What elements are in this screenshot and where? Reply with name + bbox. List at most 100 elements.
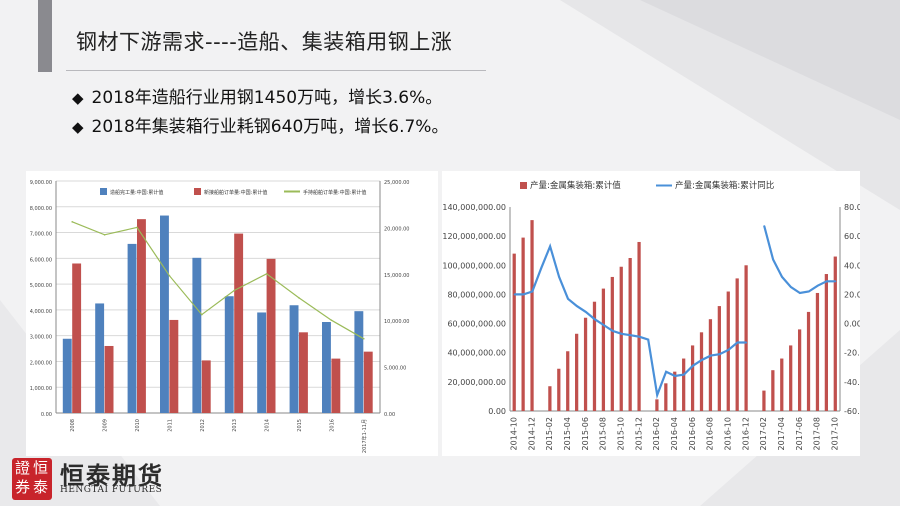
y-tick-label: 100,000,000.00 — [442, 261, 506, 270]
x-tick-label: 2014-12 — [527, 417, 536, 450]
x-tick-label: 2009 — [103, 419, 109, 432]
line-point — [674, 375, 676, 377]
line-point — [363, 337, 365, 340]
line-point — [665, 370, 667, 373]
y2-tick-label: 5,000.00 — [384, 366, 406, 372]
diamond-bullet-icon: ◆ — [72, 118, 84, 136]
line-point — [736, 341, 739, 344]
bar-2017-04 — [780, 358, 784, 411]
line-point — [620, 332, 623, 335]
x-tick-label: 2015-04 — [563, 417, 572, 450]
x-tick-label: 2016-04 — [670, 417, 679, 450]
bar-2015-12 — [637, 241, 641, 411]
line-point — [330, 319, 333, 321]
x-tick-label: 2015-12 — [634, 417, 643, 450]
bar-2014 — [257, 312, 267, 413]
line-point — [522, 293, 525, 296]
line-point — [168, 274, 171, 277]
y-tick-label: 4,000.00 — [30, 309, 52, 315]
bar-2016-06 — [690, 345, 695, 411]
page-title: 钢材下游需求----造船、集装箱用钢上涨 — [76, 30, 453, 54]
x-tick-label: 2014 — [265, 419, 271, 432]
legend-label: 产量:金属集装箱:累计同比 — [675, 180, 774, 191]
y-tick-label: 60,000,000.00 — [447, 320, 506, 329]
bar-2016-10 — [726, 291, 730, 411]
bar-2009 — [95, 303, 105, 413]
x-tick-label: 2017-10 — [831, 417, 840, 450]
x-tick-label: 2010 — [135, 419, 141, 432]
bullet-list: ◆ 2018年造船行业用钢1450万吨，增长3.6%。 ◆ 2018年集装箱行业耗钢… — [72, 84, 448, 142]
bar-2011 — [169, 319, 179, 413]
x-tick-label: 2017-04 — [777, 417, 786, 450]
bar-2015-08 — [601, 288, 606, 411]
y-tick-label: 0.00 — [41, 412, 52, 418]
y2-tick-label: 20,000.00 — [384, 226, 409, 232]
y2-tick-label: 0.00 — [844, 320, 860, 329]
legend-label: 造船完工量:中国:累计值 — [110, 189, 163, 196]
y2-tick-label: 80.00 — [844, 203, 860, 212]
x-tick-label: 2015-02 — [545, 417, 554, 450]
bar-2017-09 — [824, 274, 828, 411]
x-tick-label: 2013 — [232, 419, 238, 432]
y-tick-label: 0.00 — [488, 407, 506, 416]
bar-2014-10 — [512, 253, 516, 411]
bullet-text: 2018年造船行业用钢1450万吨，增长3.6%。 — [91, 88, 443, 108]
bar-2011 — [160, 215, 169, 413]
bar-2016-08 — [708, 319, 713, 411]
line-point — [683, 373, 685, 376]
x-tick-label: 2015-06 — [581, 417, 590, 450]
x-tick-label: 2016-10 — [724, 417, 733, 450]
y2-tick-label: 60.00 — [844, 232, 860, 241]
legend-label: 产量:金属集装箱:累计值 — [530, 180, 621, 191]
x-tick-label: 2016-06 — [688, 417, 697, 450]
bar-2015-07 — [592, 301, 597, 411]
y-tick-label: 5,000.00 — [30, 283, 52, 289]
x-tick-label: 2017-02 — [759, 417, 768, 450]
bar-2017-08 — [815, 292, 820, 411]
line-point — [549, 245, 551, 248]
bar-2015-04 — [566, 351, 570, 411]
line-point — [593, 318, 596, 320]
line-point — [585, 311, 587, 313]
y2-tick-label: 25,000.00 — [384, 180, 409, 186]
series-line — [71, 221, 365, 340]
y-tick-label: 9,000.00 — [30, 180, 52, 186]
bar-2017-03 — [771, 370, 775, 411]
bar-2016-04 — [673, 371, 677, 411]
y-tick-label: 8,000.00 — [30, 206, 52, 212]
bar-2015 — [289, 305, 299, 413]
legend-label: 新接船舶订单量:中国:累计值 — [204, 189, 267, 196]
bar-2016-03 — [664, 383, 668, 411]
bullet-item-shipbuilding: ◆ 2018年造船行业用钢1450万吨，增长3.6%。 — [72, 84, 448, 113]
x-tick-label: 2014-10 — [509, 417, 518, 450]
bar-2016-11 — [735, 278, 739, 411]
x-tick-label: 2016-02 — [652, 417, 661, 450]
line-point — [558, 276, 560, 278]
y-tick-label: 80,000,000.00 — [447, 290, 506, 299]
x-tick-label: 2015-08 — [599, 417, 608, 450]
legend-swatch — [520, 182, 527, 189]
bar-2017-05 — [789, 345, 793, 411]
line-point — [799, 292, 801, 294]
bullet-text: 2018年集装箱行业耗钢640万吨，增长6.7%。 — [91, 117, 449, 137]
line-point — [790, 286, 792, 288]
bar-2010 — [137, 219, 146, 413]
line-point — [647, 338, 650, 341]
title-underline — [66, 70, 486, 71]
bar-2014-12 — [530, 220, 534, 411]
bar-2012 — [201, 360, 211, 413]
line-point — [807, 290, 810, 293]
y2-tick-label: 20.00 — [844, 290, 860, 299]
container-chart-panel: 0.00 20,000,000.00 40,000,000.00 60,000,000… — [442, 171, 860, 456]
bar-2015-06 — [583, 317, 588, 411]
line-point — [825, 280, 828, 283]
line-point — [834, 280, 837, 283]
bar-2015-02 — [548, 386, 552, 411]
bar-2013 — [224, 296, 234, 413]
bar-2017年1-11月 — [354, 311, 364, 413]
bar-2015-09 — [610, 276, 614, 411]
line-point — [745, 341, 748, 344]
line-point — [656, 394, 658, 396]
bar-2016-09 — [717, 306, 721, 411]
legend-label: 手持船舶订单量:中国:累计值 — [303, 189, 366, 196]
